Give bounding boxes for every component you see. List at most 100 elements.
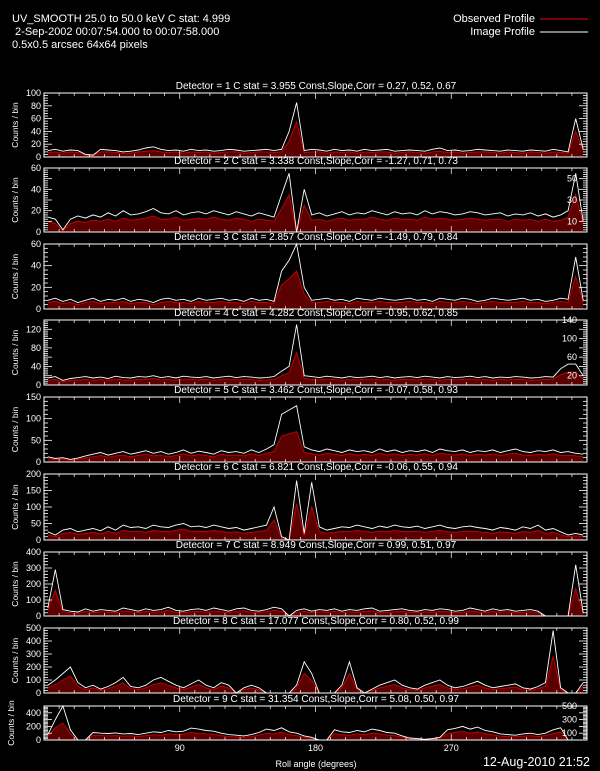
y-axis-label: Counts / bin [10,254,20,300]
y-tick-label: 20 [31,282,41,292]
panels: Detector = 1 C stat = 3.955 Const,Slope,… [6,81,588,753]
y-tick-label: 40 [31,261,41,271]
panel-title: Detector = 4 C stat = 4.282 Const,Slope,… [174,308,458,319]
y-tick-label: 0 [36,227,41,237]
panel-title: Detector = 1 C stat = 3.955 Const,Slope,… [176,81,457,92]
y-tick-label: 60 [567,352,577,362]
y-tick-label: 300 [26,649,41,659]
y-tick-label: 30 [567,195,577,205]
y-tick-label: 40 [31,361,41,371]
y-axis-label: Counts / bin [10,102,20,148]
y-tick-label: 0 [36,535,41,545]
y-tick-label: 0 [36,380,41,390]
y-tick-label: 0 [36,457,41,467]
y-axis-label: Counts / bin [10,638,20,684]
panel-title: Detector = 9 C stat = 31.354 Const,Slope… [173,694,459,705]
observed-profile-fill [47,271,584,309]
legend: Observed Profile Image Profile [453,13,588,38]
y-tick-label: 140 [562,315,577,325]
image-profile-line [47,242,584,303]
panel-detector-1: Detector = 1 C stat = 3.955 Const,Slope,… [10,81,588,162]
y-tick-label: 0 [36,688,41,698]
image-profile-line [47,324,584,381]
y-tick-label: 0 [36,735,41,745]
y-tick-label: 200 [26,579,41,589]
header-line-1: UV_SMOOTH 25.0 to 50.0 keV C stat: 4.999 [12,13,230,25]
panel-title: Detector = 2 C stat = 3.338 Const,Slope,… [174,156,458,167]
header-line-3: 0.5x0.5 arcsec 64x64 pixels [12,39,148,51]
y-tick-label: 100 [26,675,41,685]
observed-profile-line [47,656,584,694]
x-tick-label: 180 [308,743,323,753]
panel-title: Detector = 8 C stat = 17.077 Const,Slope… [173,616,459,627]
panel-detector-4: Detector = 4 C stat = 4.282 Const,Slope,… [10,308,588,390]
y-tick-label: 200 [26,662,41,672]
panel-detector-3: Detector = 3 C stat = 2.857 Const,Slope,… [10,232,588,314]
observed-profile-fill [47,194,584,232]
observed-profile-line [47,192,584,233]
y-tick-label: 80 [31,343,41,353]
observed-profile-fill [47,352,584,385]
y-tick-label: 500 [26,623,41,633]
y-tick-label: 60 [31,163,41,173]
y-tick-label: 200 [26,469,41,479]
observed-profile-fill [47,723,584,740]
legend-observed-label: Observed Profile [453,13,535,25]
y-tick-label: 300 [562,715,577,725]
panel-detector-5: Detector = 5 C stat = 3.462 Const,Slope,… [10,385,588,467]
y-tick-label: 100 [26,88,41,98]
y-tick-label: 400 [26,708,41,718]
y-tick-label: 50 [31,435,41,445]
image-profile-line [47,173,584,233]
y-tick-label: 10 [567,216,577,226]
y-tick-label: 400 [26,547,41,557]
y-tick-label: 150 [26,392,41,402]
y-tick-label: 100 [26,502,41,512]
image-profile-line [47,630,584,694]
y-tick-label: 60 [31,114,41,124]
legend-image-label: Image Profile [470,26,535,38]
panel-detector-2: Detector = 2 C stat = 3.338 Const,Slope,… [10,156,588,237]
y-tick-label: 40 [31,184,41,194]
y-tick-label: 60 [31,239,41,249]
observed-profile-line [47,431,584,461]
y-tick-label: 300 [26,563,41,573]
x-tick-label: 90 [175,743,185,753]
y-tick-label: 40 [31,126,41,136]
y-axis-label: Counts / bin [6,700,16,746]
panel-title: Detector = 3 C stat = 2.857 Const,Slope,… [174,232,458,243]
y-tick-label: 0 [36,304,41,314]
y-tick-label: 80 [31,101,41,111]
y-axis-label: Counts / bin [10,407,20,453]
y-tick-label: 100 [26,414,41,424]
y-axis-label: Counts / bin [10,561,20,607]
observed-profile-line [47,270,584,306]
observed-profile-line [47,503,584,541]
observed-profile-fill [47,503,584,540]
y-axis-label: Counts / bin [10,484,20,530]
y-tick-label: 20 [567,371,577,381]
image-profile-line [47,102,584,156]
y-tick-label: 0 [36,152,41,162]
observed-profile-fill [47,121,584,157]
y-tick-label: 50 [567,174,577,184]
y-tick-label: 400 [26,636,41,646]
y-tick-label: 20 [31,206,41,216]
header-line-2: 2-Sep-2002 00:07:54.000 to 00:07:58.000 [12,26,219,38]
y-tick-label: 200 [26,721,41,731]
panel-title: Detector = 7 C stat = 8.949 Const,Slope,… [176,540,457,551]
panel-detector-6: Detector = 6 C stat = 6.821 Const,Slope,… [10,462,588,545]
x-tick-label: 270 [444,743,459,753]
image-profile-line [47,480,584,541]
y-tick-label: 150 [26,486,41,496]
observed-profile-fill [47,588,584,616]
panel-title: Detector = 6 C stat = 6.821 Const,Slope,… [174,462,458,473]
panel-detector-9: Detector = 9 C stat = 31.354 Const,Slope… [6,694,588,753]
x-axis-label: Roll angle (degrees) [275,759,356,769]
y-tick-label: 100 [562,334,577,344]
y-tick-label: 0 [36,611,41,621]
image-profile-line [47,404,584,460]
y-tick-label: 50 [31,519,41,529]
date-stamp: 12-Aug-2010 21:52 [483,755,590,769]
